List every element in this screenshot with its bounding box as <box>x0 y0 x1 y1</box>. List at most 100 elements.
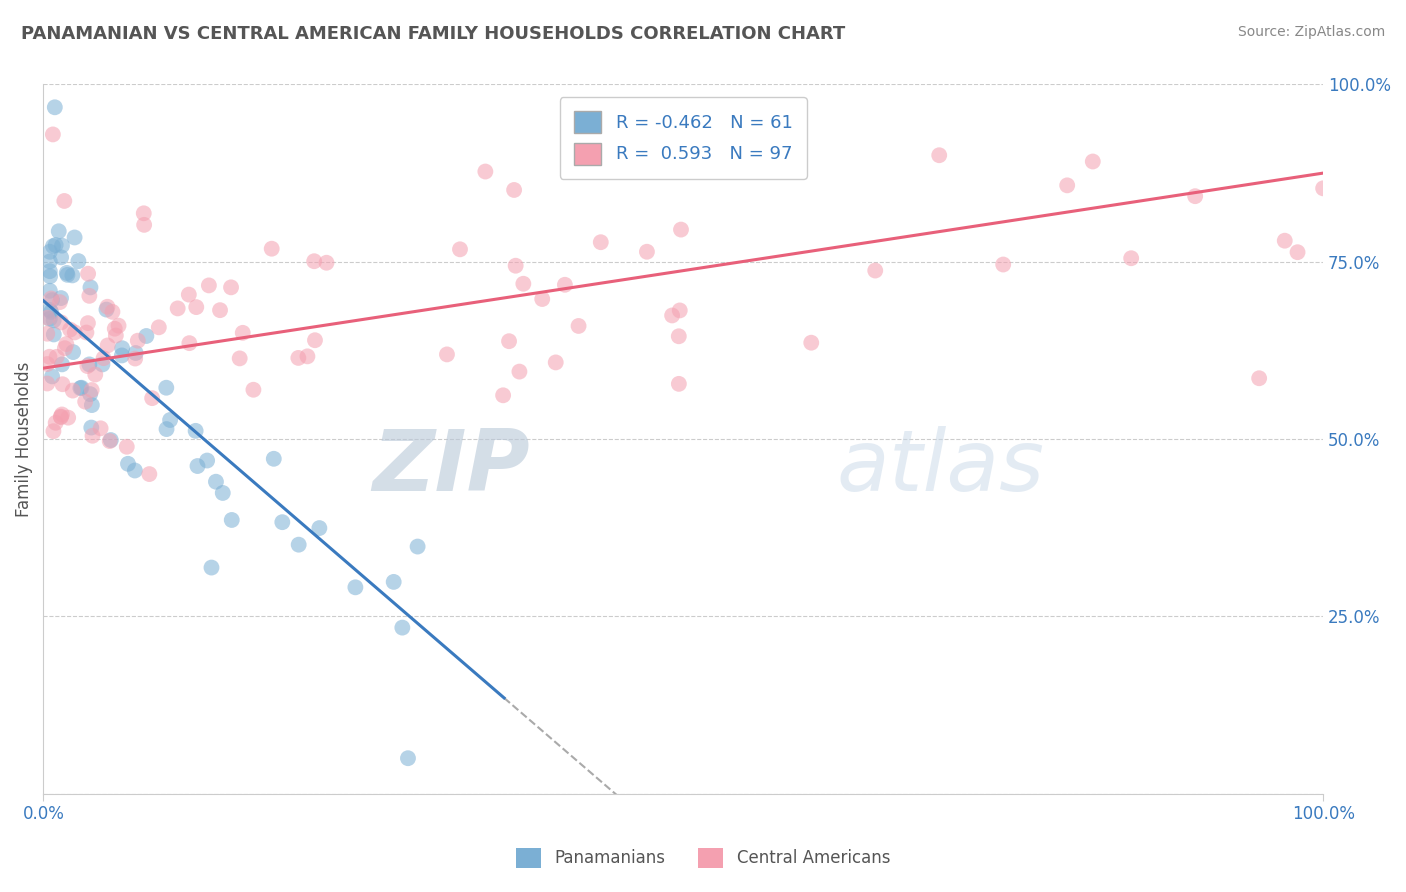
Text: PANAMANIAN VS CENTRAL AMERICAN FAMILY HOUSEHOLDS CORRELATION CHART: PANAMANIAN VS CENTRAL AMERICAN FAMILY HO… <box>21 25 845 43</box>
Point <box>37 357 59 371</box>
Point <box>38 302 60 317</box>
Point <box>59 323 82 337</box>
Point <box>80 398 103 412</box>
Point <box>77 316 100 330</box>
Point <box>263 451 285 466</box>
Point <box>39 269 62 284</box>
Point <box>138 467 160 481</box>
Point <box>260 242 283 256</box>
Point <box>589 235 612 250</box>
Point <box>308 521 330 535</box>
Point <box>1286 245 1309 260</box>
Point <box>141 391 163 405</box>
Point <box>505 259 527 273</box>
Point <box>124 351 146 366</box>
Point <box>62 345 84 359</box>
Point <box>44 100 66 114</box>
Point <box>382 574 405 589</box>
Point <box>302 254 325 268</box>
Point <box>111 341 134 355</box>
Point <box>304 333 326 347</box>
Point <box>127 334 149 348</box>
Point <box>287 351 309 365</box>
Point <box>75 394 97 409</box>
Point <box>70 381 93 395</box>
Point <box>45 350 67 364</box>
Point <box>111 348 134 362</box>
Point <box>45 238 67 252</box>
Point <box>232 326 254 340</box>
Point <box>125 346 148 360</box>
Point <box>200 560 222 574</box>
Point <box>155 381 177 395</box>
Point <box>38 254 60 268</box>
Point <box>79 280 101 294</box>
Point <box>51 357 73 371</box>
Point <box>101 305 124 319</box>
Point <box>503 183 526 197</box>
Point <box>636 244 658 259</box>
Point <box>42 424 65 438</box>
Point <box>69 381 91 395</box>
Point <box>177 287 200 301</box>
Point <box>124 463 146 477</box>
Point <box>449 242 471 256</box>
Point <box>39 305 62 319</box>
Point <box>42 128 65 142</box>
Point <box>498 334 520 349</box>
Point <box>554 277 576 292</box>
Point <box>49 410 72 425</box>
Point <box>104 322 127 336</box>
Point <box>166 301 188 316</box>
Point <box>49 409 72 424</box>
Point <box>51 377 73 392</box>
Point <box>474 164 496 178</box>
Point <box>198 278 221 293</box>
Point <box>97 338 120 352</box>
Point <box>51 238 73 252</box>
Point <box>80 383 103 397</box>
Point <box>93 351 115 366</box>
Point <box>186 300 208 314</box>
Point <box>107 318 129 333</box>
Point <box>60 268 83 283</box>
Point <box>49 251 72 265</box>
Point <box>928 148 950 162</box>
Point <box>512 277 534 291</box>
Point <box>41 369 63 384</box>
Point <box>117 457 139 471</box>
Point <box>531 292 554 306</box>
Point <box>508 365 530 379</box>
Point <box>56 268 79 282</box>
Point <box>38 311 60 326</box>
Point <box>51 408 73 422</box>
Point <box>91 358 114 372</box>
Point <box>76 359 98 373</box>
Point <box>37 310 59 325</box>
Point <box>1056 178 1078 193</box>
Point <box>84 368 107 382</box>
Point <box>42 239 65 253</box>
Point <box>800 335 823 350</box>
Point <box>159 413 181 427</box>
Legend: Panamanians, Central Americans: Panamanians, Central Americans <box>509 841 897 875</box>
Point <box>221 513 243 527</box>
Point <box>53 194 76 208</box>
Point <box>90 421 112 435</box>
Point <box>406 540 429 554</box>
Point <box>1184 189 1206 203</box>
Point <box>100 433 122 447</box>
Point <box>56 410 79 425</box>
Point <box>297 349 319 363</box>
Point <box>79 387 101 401</box>
Point <box>37 326 59 341</box>
Point <box>38 350 60 364</box>
Point <box>115 440 138 454</box>
Point <box>39 292 62 306</box>
Point <box>668 376 690 391</box>
Point <box>82 429 104 443</box>
Point <box>344 580 367 594</box>
Point <box>38 244 60 259</box>
Point <box>148 320 170 334</box>
Point <box>1121 251 1143 265</box>
